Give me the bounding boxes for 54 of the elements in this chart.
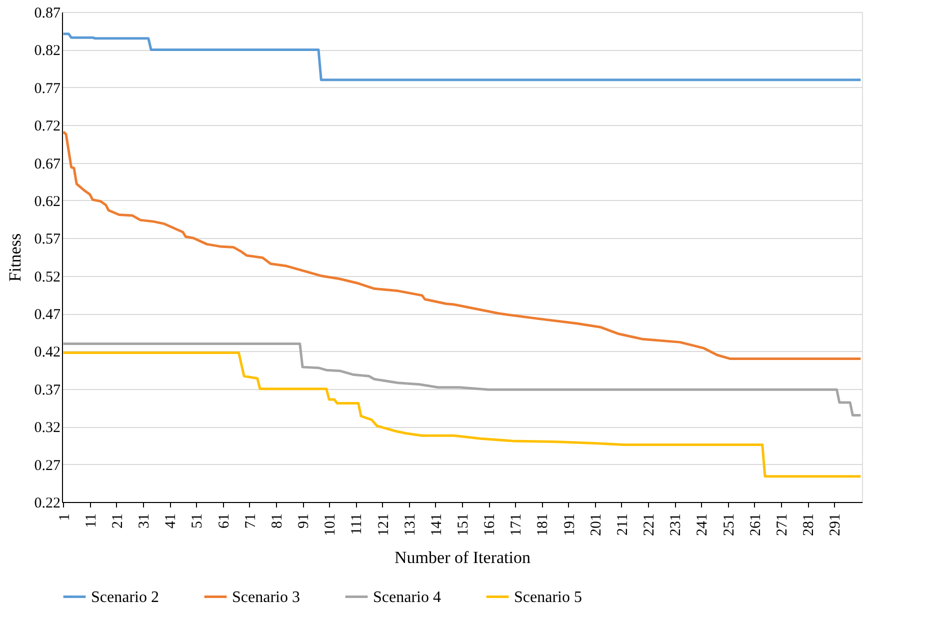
x-tick-label: 91 <box>296 514 312 528</box>
y-tick-label: 0.27 <box>34 458 61 474</box>
x-tick-label: 21 <box>110 514 126 528</box>
x-tick-label: 241 <box>694 514 711 536</box>
y-tick-label: 0.37 <box>34 382 61 398</box>
line-series <box>62 351 862 478</box>
x-axis-title: Number of Iteration <box>394 548 531 567</box>
x-tick-label: 31 <box>136 514 153 528</box>
x-tick-label: 261 <box>748 514 764 536</box>
x-tick-label: 81 <box>269 514 286 528</box>
y-tick-label: 0.67 <box>34 156 61 172</box>
x-tick-label: 41 <box>163 514 180 528</box>
legend-label: Scenario 5 <box>514 588 582 606</box>
y-tick-label: 0.22 <box>34 496 60 512</box>
x-tick-label: 131 <box>402 514 418 536</box>
x-tick-label: 71 <box>242 514 259 528</box>
y-tick-label: 0.82 <box>34 43 60 60</box>
line-series <box>62 342 862 417</box>
legend-label: Scenario 4 <box>373 588 441 606</box>
line-series <box>62 130 862 360</box>
x-tick-label: 101 <box>322 514 339 536</box>
y-axis-title: Fitness <box>5 233 24 282</box>
x-tick-label: 111 <box>349 514 366 535</box>
x-tick-label: 221 <box>642 514 658 536</box>
x-tick-label: 181 <box>535 514 552 536</box>
y-tick-label: 0.87 <box>34 6 61 22</box>
y-tick-label: 0.52 <box>34 269 60 286</box>
x-tick-label: 121 <box>376 514 392 536</box>
legend-label: Scenario 2 <box>91 588 159 606</box>
x-tick-label: 51 <box>190 514 206 528</box>
line-series <box>62 32 862 82</box>
y-tick-label: 0.47 <box>34 307 61 324</box>
x-tick-label: 281 <box>801 514 818 536</box>
x-tick-label: 251 <box>721 514 738 536</box>
x-tick-label: 141 <box>428 514 445 536</box>
x-tick-label: 191 <box>562 514 578 536</box>
x-tick-label: 201 <box>588 514 604 536</box>
y-tick-label: 0.72 <box>34 118 60 135</box>
legend-label: Scenario 3 <box>232 588 300 606</box>
x-tick-label: 211 <box>614 514 631 536</box>
x-tick-label: 171 <box>508 514 525 536</box>
x-tick-label: 271 <box>774 514 790 536</box>
y-tick-label: 0.57 <box>34 232 61 248</box>
y-tick-label: 0.42 <box>34 344 60 361</box>
x-tick-label: 61 <box>216 514 232 528</box>
y-tick-label: 0.77 <box>34 80 61 97</box>
x-tick-label: 1 <box>56 514 73 521</box>
x-tick-label: 151 <box>456 514 472 536</box>
y-tick-label: 0.62 <box>34 194 60 210</box>
x-tick-label: 231 <box>668 514 684 536</box>
x-tick-label: 291 <box>828 514 844 536</box>
x-tick-label: 11 <box>83 514 100 528</box>
x-tick-label: 161 <box>482 514 498 536</box>
y-tick-label: 0.32 <box>34 420 60 436</box>
